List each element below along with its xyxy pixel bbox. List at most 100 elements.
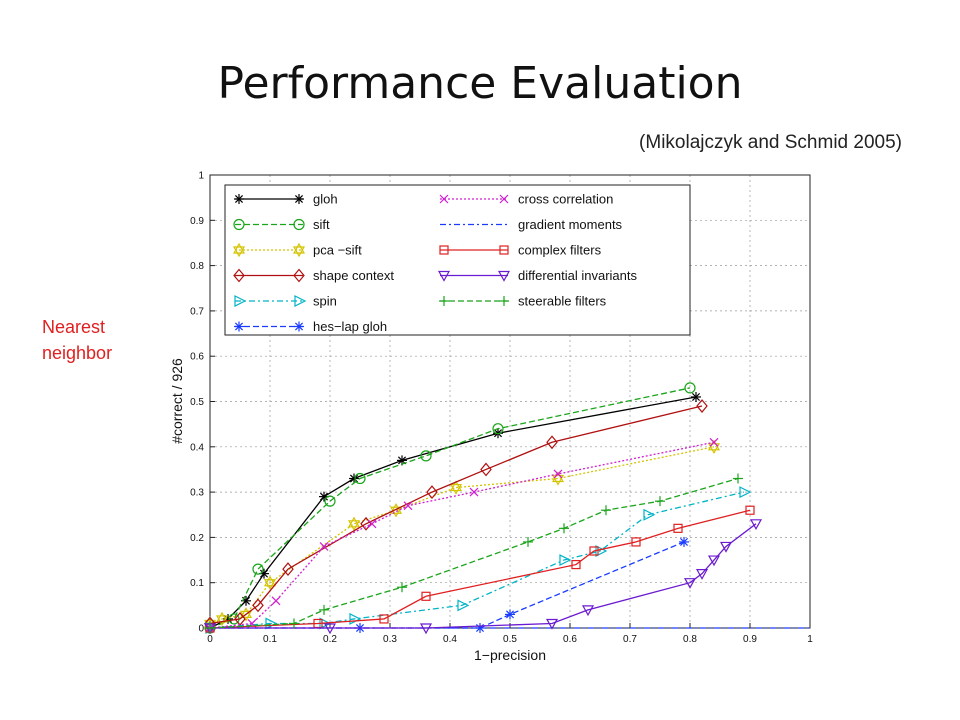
- data-point: [631, 537, 641, 547]
- series-pca-sift: [203, 439, 721, 631]
- data-point: [707, 555, 721, 567]
- legend-box: [224, 184, 691, 336]
- legend-marker: [499, 194, 509, 204]
- legend-marker: [293, 268, 305, 283]
- data-point: [282, 562, 294, 577]
- data-point: [259, 568, 269, 579]
- series-hes-lap-gloh: [205, 536, 689, 633]
- y-tick-label: 0.9: [190, 216, 204, 227]
- x-tick-label: 1: [807, 634, 813, 645]
- legend-marker: [234, 295, 247, 307]
- legend-item: shape context: [233, 268, 394, 283]
- legend-item: cross correlation: [439, 192, 613, 207]
- data-point: [505, 609, 515, 620]
- data-point: [696, 399, 708, 413]
- data-point: [683, 578, 697, 589]
- legend-marker: [294, 194, 304, 204]
- legend-marker: [294, 295, 307, 307]
- legend-item: sift: [233, 217, 330, 232]
- x-tick-label: 0.5: [503, 634, 517, 645]
- y-tick-label: 0.6: [190, 352, 204, 363]
- data-point: [733, 473, 743, 484]
- data-point: [349, 473, 359, 484]
- data-point: [319, 604, 329, 615]
- legend-marker: [439, 245, 449, 255]
- legend-item: gradient moments: [440, 217, 623, 232]
- data-point: [643, 508, 656, 521]
- legend-marker: [234, 194, 244, 204]
- series-line: [210, 541, 685, 629]
- legend-marker: [293, 218, 305, 231]
- y-tick-label: 1: [198, 171, 204, 182]
- series-line: [209, 509, 751, 629]
- slide-title: Performance Evaluation: [217, 58, 743, 109]
- side-note: Nearest neighbor: [42, 314, 112, 366]
- data-point: [559, 554, 572, 567]
- series-line: [209, 477, 739, 629]
- series-cross-correlation: [205, 437, 719, 633]
- side-note-line-1: Nearest: [42, 317, 106, 337]
- legend-label: cross correlation: [518, 192, 613, 207]
- data-point: [419, 623, 433, 635]
- legend-label: gradient moments: [518, 217, 623, 232]
- data-point: [739, 486, 752, 499]
- data-point: [546, 435, 558, 450]
- chart-ticks: 0 0.1 0.2 0.3 0.4 0.5 0.6 0.7 0.8 0.9 1 0 0.1 0.2 0.3 0…: [190, 171, 813, 646]
- data-point: [719, 541, 733, 553]
- legend-marker: [499, 296, 509, 306]
- data-point: [457, 599, 470, 612]
- series-shape-context: [204, 399, 708, 631]
- citation: (Mikolajczyk and Schmid 2005): [639, 132, 902, 153]
- x-tick-label: 0.2: [323, 634, 337, 645]
- data-point: [389, 502, 403, 518]
- legend-marker: [499, 245, 509, 255]
- legend-item: pca −sift: [232, 243, 362, 258]
- legend-label: pca −sift: [313, 243, 362, 258]
- y-tick-label: 0.5: [190, 397, 204, 408]
- legend-label: gloh: [313, 192, 338, 207]
- legend-marker: [439, 296, 449, 306]
- data-point: [480, 462, 492, 477]
- series-line: [209, 405, 703, 625]
- legend-marker: [233, 218, 245, 231]
- x-tick-label: 0.3: [383, 634, 397, 645]
- x-tick-label: 0.7: [623, 634, 637, 645]
- legend-marker: [437, 270, 451, 282]
- series-line: [210, 523, 757, 629]
- legend-item: gloh: [234, 192, 338, 207]
- chart-series: [203, 382, 810, 635]
- data-point: [271, 596, 281, 606]
- data-point: [523, 536, 533, 547]
- data-point: [367, 519, 377, 529]
- legend-label: complex filters: [518, 243, 602, 258]
- data-point: [324, 495, 336, 507]
- y-tick-label: 0: [198, 624, 204, 635]
- line-chart: 0 0.1 0.2 0.3 0.4 0.5 0.6 0.7 0.8 0.9 1 0 0.1 0.2 0.3 0…: [169, 171, 813, 664]
- data-point: [545, 618, 559, 630]
- series-differential-invariants: [203, 519, 763, 635]
- y-tick-label: 0.3: [190, 488, 204, 499]
- data-point: [234, 612, 246, 626]
- legend-marker: [234, 321, 244, 332]
- legend-item: spin: [234, 294, 337, 309]
- x-tick-label: 0.6: [563, 634, 577, 645]
- y-tick-label: 0.4: [190, 442, 204, 453]
- data-point: [581, 605, 595, 617]
- legend-marker: [233, 268, 245, 283]
- data-point: [679, 536, 689, 547]
- x-tick-label: 0: [207, 634, 213, 645]
- data-point: [709, 437, 719, 447]
- side-note-line-2: neighbor: [42, 343, 113, 363]
- data-point: [749, 519, 763, 531]
- data-point: [553, 469, 563, 479]
- data-point: [691, 391, 701, 402]
- series-spin: [205, 486, 752, 634]
- data-point: [421, 591, 431, 601]
- data-point: [684, 382, 696, 394]
- data-point: [252, 563, 264, 575]
- legend-item: complex filters: [439, 243, 602, 258]
- data-point: [449, 480, 463, 495]
- series-line: [209, 441, 715, 629]
- y-tick-label: 0.1: [190, 578, 204, 589]
- x-tick-label: 0.9: [743, 634, 757, 645]
